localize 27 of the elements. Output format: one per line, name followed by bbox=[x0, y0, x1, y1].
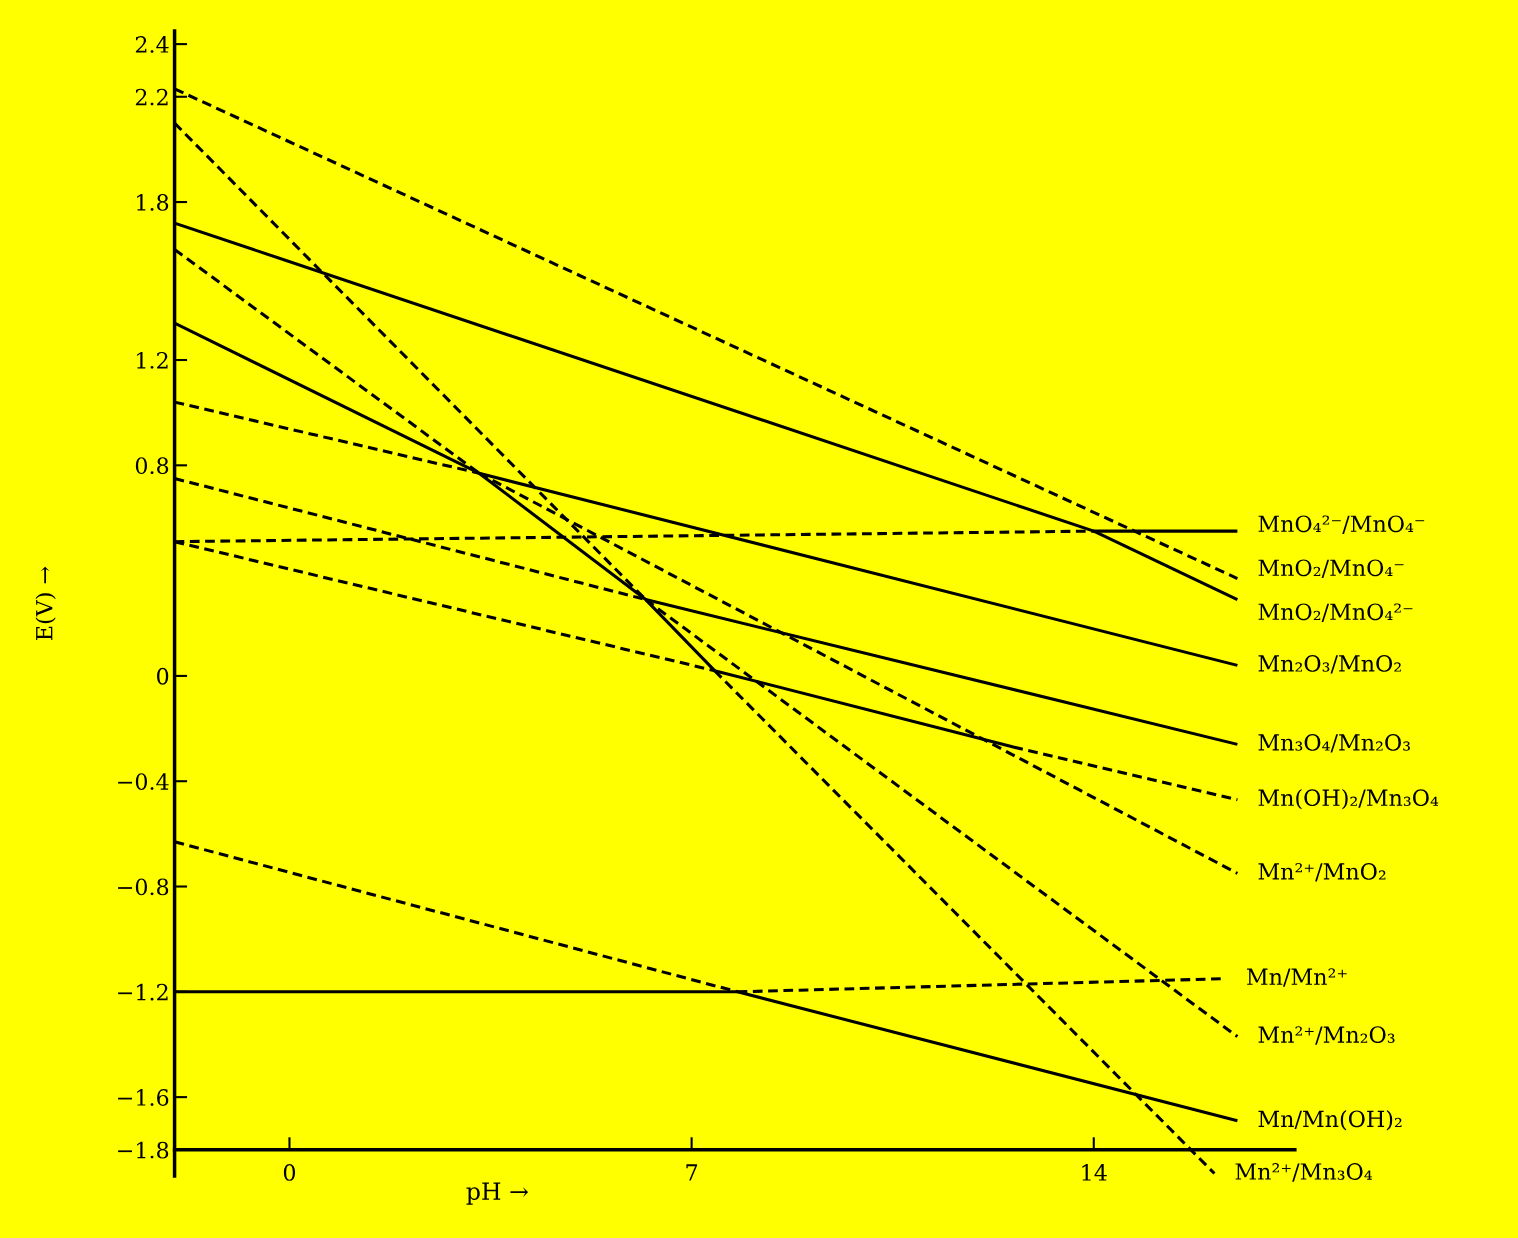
series-label: Mn²⁺/Mn₃O₄ bbox=[1235, 1163, 1373, 1182]
series-label: Mn²⁺/Mn₂O₃ bbox=[1258, 1026, 1395, 1045]
series-label: Mn₃O₄/Mn₂O₃ bbox=[1258, 734, 1410, 753]
series-label: Mn²⁺/MnO₂ bbox=[1258, 863, 1386, 882]
y-tick-label: 0.8 bbox=[135, 457, 169, 475]
series-label: MnO₂/MnO₄²⁻ bbox=[1258, 603, 1413, 622]
x-axis-title: pH → bbox=[466, 1182, 528, 1205]
y-tick-label: 1.8 bbox=[137, 194, 169, 211]
x-tick-label: 14 bbox=[1082, 1164, 1107, 1181]
x-tick-label: 0 bbox=[283, 1164, 296, 1181]
series-label: MnO₄²⁻/MnO₄⁻ bbox=[1258, 515, 1425, 534]
y-tick-label: 2.2 bbox=[135, 88, 168, 106]
x-tick-label: 7 bbox=[686, 1164, 698, 1181]
y-tick-label: −0.4 bbox=[118, 773, 169, 790]
y-tick-label: −0.8 bbox=[118, 878, 169, 896]
y-tick-label: 0 bbox=[157, 667, 169, 685]
y-axis-title: E(V) → bbox=[35, 566, 56, 640]
y-tick-label: −1.8 bbox=[118, 1141, 169, 1159]
y-tick-label: 2.4 bbox=[135, 36, 169, 53]
series-label: Mn/Mn²⁺ bbox=[1247, 968, 1347, 987]
series-label: MnO₂/MnO₄⁻ bbox=[1258, 559, 1404, 578]
y-tick-label: −1.2 bbox=[118, 983, 168, 1001]
series-label: Mn/Mn(OH)₂ bbox=[1258, 1110, 1402, 1131]
y-tick-label: 1.2 bbox=[137, 351, 168, 369]
y-tick-label: −1.6 bbox=[118, 1089, 169, 1106]
series-label: Mn₂O₃/MnO₂ bbox=[1258, 655, 1401, 674]
series-label: Mn(OH)₂/Mn₃O₄ bbox=[1258, 788, 1439, 810]
